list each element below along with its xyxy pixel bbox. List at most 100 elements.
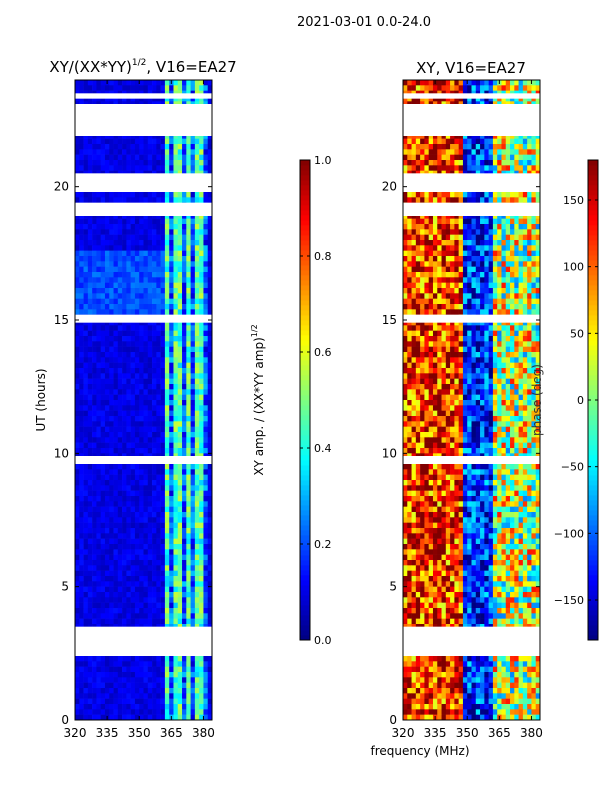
heatmap-cell	[199, 405, 204, 411]
heatmap-cell	[122, 165, 127, 171]
heatmap-cell	[96, 538, 101, 545]
colorbar-swatch	[300, 435, 310, 441]
heatmap-cell	[156, 213, 161, 219]
heatmap-cell	[96, 437, 101, 443]
heatmap-cell	[441, 240, 447, 246]
heatmap-cell	[186, 432, 191, 438]
heatmap-cell	[92, 544, 97, 550]
heatmap-cell	[134, 245, 140, 251]
heatmap-cell	[79, 661, 84, 667]
heatmap-cell	[96, 309, 101, 315]
heatmap-cell	[83, 581, 89, 587]
heatmap-cell	[169, 224, 174, 230]
heatmap-cell	[177, 618, 183, 625]
heatmap-cell	[92, 677, 97, 683]
heatmap-cell	[113, 618, 119, 625]
heatmap-cell	[147, 677, 153, 683]
heatmap-cell	[134, 261, 140, 267]
heatmap-cell	[194, 432, 200, 438]
heatmap-cell	[113, 469, 119, 475]
heatmap-cell	[207, 405, 213, 411]
heatmap-cell	[480, 165, 485, 171]
heatmap-cell	[173, 288, 179, 294]
heatmap-cell	[113, 480, 119, 486]
heatmap-cell	[143, 165, 149, 171]
heatmap-cell	[109, 288, 114, 294]
heatmap-cell	[79, 714, 84, 721]
heatmap-cell	[87, 698, 93, 705]
heatmap-cell	[79, 581, 84, 587]
heatmap-cell	[173, 96, 179, 102]
heatmap-cell	[143, 544, 149, 550]
heatmap-cell	[122, 234, 127, 241]
heatmap-cell	[113, 373, 119, 379]
heatmap-cell	[139, 714, 144, 721]
heatmap-cell	[475, 218, 481, 225]
heatmap-cell	[203, 304, 209, 310]
heatmap-cell	[100, 405, 106, 411]
heatmap-cell	[190, 608, 196, 614]
heatmap-cell	[199, 613, 204, 619]
heatmap-cell	[92, 138, 97, 145]
heatmap-cell	[117, 234, 123, 241]
heatmap-cell	[480, 154, 485, 161]
heatmap-cell	[403, 165, 408, 171]
heatmap-cell	[130, 389, 136, 395]
heatmap-cell	[156, 261, 161, 267]
heatmap-cell	[407, 80, 412, 86]
heatmap-cell	[441, 224, 447, 230]
heatmap-cell	[186, 469, 191, 475]
heatmap-cell	[156, 160, 161, 166]
heatmap-cell	[134, 554, 140, 561]
heatmap-cell	[109, 469, 114, 475]
heatmap-cell	[458, 234, 464, 241]
heatmap-cell	[143, 389, 149, 395]
heatmap-cell	[190, 714, 196, 721]
colorbar-swatch	[300, 575, 310, 581]
heatmap-cell	[199, 469, 204, 475]
heatmap-cell	[177, 277, 183, 283]
heatmap-cell	[471, 133, 477, 139]
heatmap-cell	[432, 192, 438, 198]
heatmap-cell	[428, 160, 434, 166]
heatmap-cell	[139, 709, 144, 715]
heatmap-cell	[75, 384, 80, 390]
heatmap-cell	[424, 234, 429, 241]
heatmap-cell	[83, 666, 89, 673]
heatmap-cell	[83, 154, 89, 161]
heatmap-cell	[164, 704, 170, 710]
heatmap-cell	[497, 154, 502, 161]
heatmap-cell	[92, 245, 97, 251]
heatmap-cell	[156, 490, 161, 497]
heatmap-cell	[100, 325, 106, 331]
heatmap-cell	[147, 506, 153, 513]
heatmap-cell	[139, 250, 144, 257]
heatmap-cell	[514, 85, 519, 91]
heatmap-cell	[104, 133, 110, 139]
heatmap-cell	[207, 149, 213, 155]
heatmap-cell	[164, 330, 170, 337]
heatmap-cell	[160, 442, 166, 449]
heatmap-cell	[177, 96, 183, 102]
colorbar-swatch	[300, 555, 310, 561]
heatmap-cell	[152, 160, 157, 166]
heatmap-cell	[177, 586, 183, 593]
heatmap-cell	[79, 682, 84, 689]
heatmap-cell	[199, 714, 204, 721]
heatmap-cell	[203, 554, 209, 561]
heatmap-cell	[467, 149, 472, 155]
heatmap-cell	[186, 410, 191, 417]
heatmap-cell	[411, 96, 417, 102]
heatmap-cell	[156, 602, 161, 609]
heatmap-cell	[79, 218, 84, 225]
heatmap-cell	[190, 352, 196, 358]
heatmap-cell	[83, 544, 89, 550]
heatmap-cell	[190, 357, 196, 363]
heatmap-cell	[83, 677, 89, 683]
heatmap-cell	[126, 160, 131, 166]
heatmap-cell	[126, 693, 131, 699]
heatmap-cell	[134, 85, 140, 91]
heatmap-cell	[130, 256, 136, 262]
heatmap-cell	[75, 133, 80, 139]
heatmap-cell	[527, 192, 532, 198]
